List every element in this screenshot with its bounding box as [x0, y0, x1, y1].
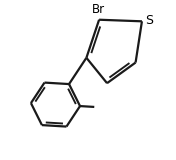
Text: S: S [145, 14, 153, 27]
Text: Br: Br [92, 3, 105, 16]
